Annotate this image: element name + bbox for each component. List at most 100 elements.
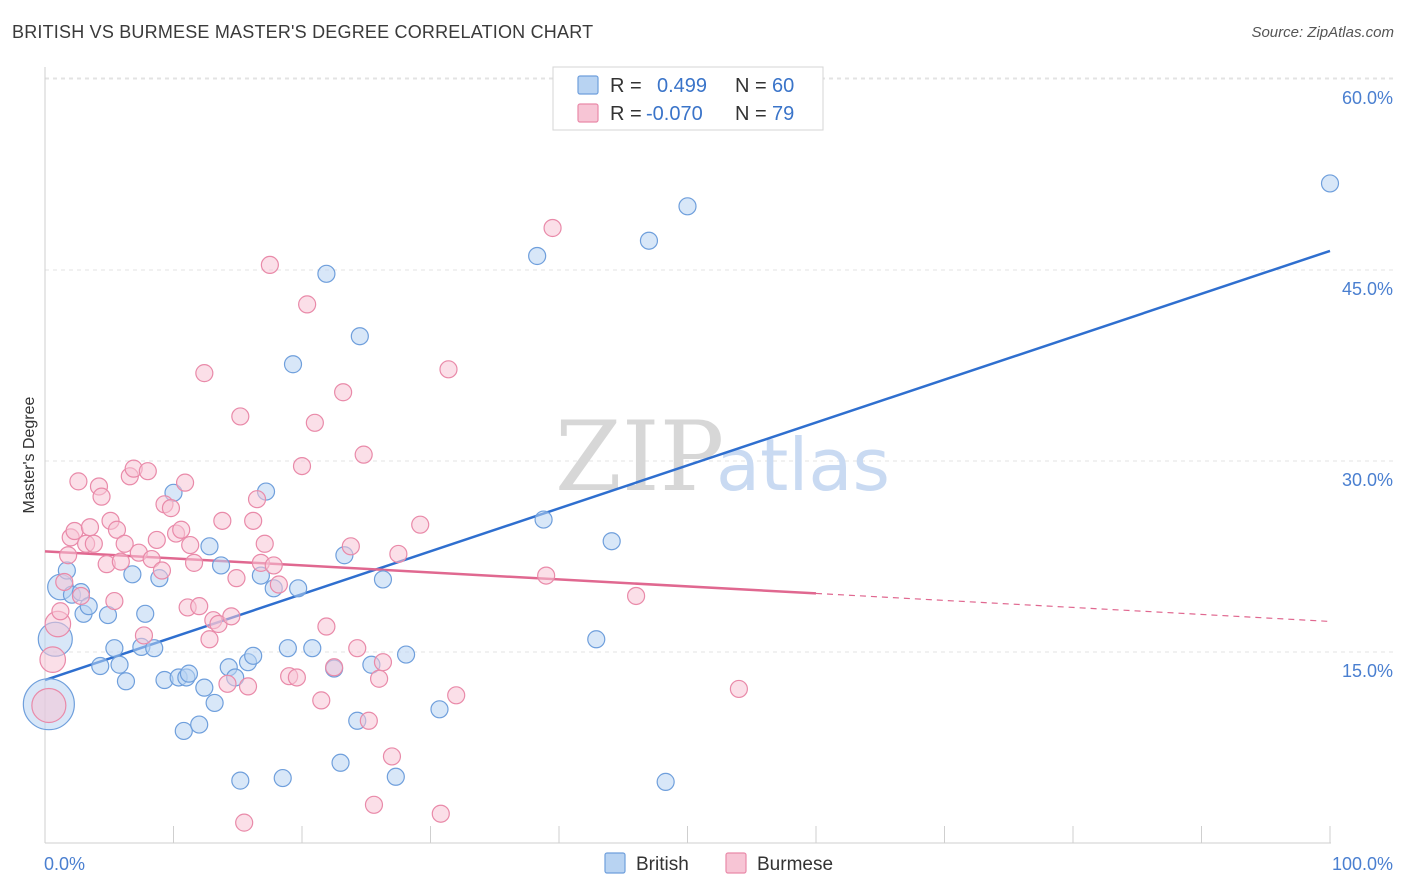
burmese-point (439, 360, 458, 379)
y-tick-label: 60.0% (1342, 88, 1393, 108)
burmese-point (200, 630, 219, 649)
burmese-point (305, 413, 324, 432)
burmese-point (317, 617, 336, 636)
burmese-point (115, 534, 134, 553)
burmese-point (152, 561, 172, 580)
burmese-point (348, 639, 367, 658)
burmese-point (312, 691, 331, 710)
british-point (587, 630, 606, 649)
burmese-point (543, 218, 562, 238)
burmese-point (39, 646, 67, 673)
x-tick-label: 100.0% (1332, 854, 1393, 874)
trend-lines (44, 249, 1331, 682)
burmese-point (218, 674, 237, 693)
british-point (639, 231, 659, 250)
burmese-point (195, 364, 214, 383)
british-point (303, 639, 322, 658)
burmese-trend-line (44, 550, 817, 595)
british-point (91, 656, 110, 676)
burmese-point (447, 686, 466, 705)
series-legend-label-burmese: Burmese (757, 854, 833, 875)
british-point (386, 767, 405, 786)
legend-n-label-british: N = (735, 75, 767, 97)
british-point (602, 532, 621, 551)
burmese-point (227, 569, 246, 588)
burmese-point (359, 711, 378, 730)
british-point (123, 565, 142, 584)
burmese-point (84, 534, 103, 553)
british-point (396, 645, 416, 664)
british-point (278, 639, 297, 658)
british-point (678, 197, 697, 216)
burmese-point (134, 626, 154, 645)
british-point (273, 768, 292, 788)
british-point (244, 646, 263, 665)
y-axis-title: Master's Degree (21, 396, 38, 513)
burmese-point (31, 687, 67, 724)
watermark-zip: ZIP (555, 401, 724, 513)
burmese-point (370, 669, 389, 688)
x-tick-label: 0.0% (44, 854, 85, 874)
x-tick-labels: 0.0% 100.0% (44, 854, 1393, 874)
british-point (179, 664, 199, 683)
legend-r-value-british: 0.499 (657, 75, 707, 97)
legend-n-value-burmese: 79 (772, 103, 794, 125)
series-legend: British Burmese (604, 852, 833, 875)
british-point (211, 556, 231, 575)
british-point (105, 639, 124, 658)
burmese-point (247, 490, 267, 509)
british-point (350, 327, 369, 346)
chart-title: BRITISH VS BURMESE MASTER'S DEGREE CORRE… (12, 22, 594, 42)
burmese-point (411, 515, 430, 534)
burmese-point (213, 511, 232, 530)
burmese-point (142, 549, 161, 569)
burmese-point (341, 537, 360, 556)
burmese-point (325, 658, 344, 677)
legend-swatch-british (577, 75, 599, 95)
burmese-point (729, 679, 749, 699)
series-legend-swatch-burmese (725, 852, 747, 874)
burmese-point (626, 586, 646, 606)
british-point (373, 570, 393, 589)
burmese-point (334, 383, 353, 402)
burmese-point (373, 653, 393, 672)
british-point (231, 771, 250, 790)
series-legend-label-british: British (636, 854, 689, 875)
source-label: Source: ZipAtlas.com (1251, 24, 1394, 41)
burmese-point (382, 747, 402, 766)
correlation-legend: R = 0.499 N = 60 R = -0.070 N = 79 (552, 66, 824, 131)
y-tick-label: 30.0% (1342, 470, 1393, 490)
burmese-point (107, 520, 127, 539)
british-point (331, 753, 350, 772)
burmese-point (269, 575, 288, 594)
y-tick-label: 15.0% (1342, 661, 1393, 681)
data-points (22, 174, 1340, 832)
burmese-point (172, 520, 191, 539)
british-point (1320, 174, 1340, 193)
series-legend-swatch-british (604, 852, 626, 874)
burmese-point (244, 511, 263, 530)
burmese-point (181, 535, 200, 555)
british-point (205, 693, 224, 713)
burmese-point (175, 473, 195, 492)
british-trend-line (44, 249, 1331, 682)
british-point (136, 604, 155, 623)
burmese-point (260, 255, 279, 275)
y-tick-label: 45.0% (1342, 279, 1393, 299)
burmese-point (235, 813, 254, 832)
burmese-point (138, 462, 157, 481)
legend-swatch-burmese (577, 103, 599, 123)
british-point (289, 579, 308, 598)
burmese-point (190, 597, 209, 616)
burmese-point (147, 530, 166, 550)
burmese-point (111, 552, 130, 571)
watermark: ZIP atlas (555, 401, 890, 513)
burmese-point (69, 472, 88, 491)
burmese-point (80, 518, 100, 537)
burmese-point (92, 487, 111, 506)
grid-lines (45, 77, 1393, 653)
burmese-trend-extension (815, 592, 1331, 623)
british-point (200, 537, 219, 556)
burmese-point (298, 295, 317, 314)
